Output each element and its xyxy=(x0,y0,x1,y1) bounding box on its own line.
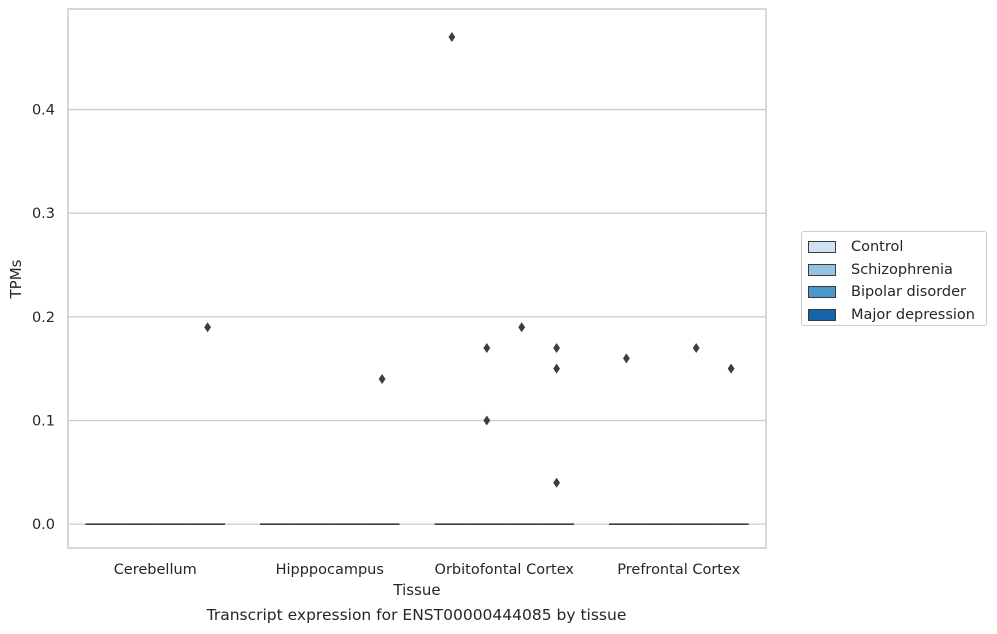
legend: Control Schizophrenia Bipolar disorder Majo… xyxy=(801,231,987,326)
x-tick-label: Cerebellum xyxy=(114,562,197,578)
y-tick-label: 0.2 xyxy=(32,310,55,326)
grid-lines xyxy=(68,108,766,525)
legend-label: Bipolar disorder xyxy=(851,284,966,301)
legend-swatch xyxy=(808,308,836,321)
outlier-point xyxy=(553,342,560,353)
legend-swatch xyxy=(808,286,836,299)
outlier-point xyxy=(204,322,211,333)
x-tick-label: Prefrontal Cortex xyxy=(617,562,740,578)
x-tick-label: Orbitofontal Cortex xyxy=(435,562,575,578)
y-tick-label: 0.0 xyxy=(32,517,55,533)
chart-caption: Transcript expression for ENST0000044408… xyxy=(206,606,627,624)
x-axis-label: Tissue xyxy=(392,581,440,599)
plot-frame xyxy=(67,8,767,549)
legend-item: Major depression xyxy=(808,304,986,327)
outlier-point xyxy=(483,415,491,426)
x-tick-label: Hipppocampus xyxy=(276,562,384,578)
y-axis-ticks: 0.0 0.1 0.2 0.3 0.4 xyxy=(32,103,55,534)
legend-swatch xyxy=(808,241,836,254)
outlier-point xyxy=(553,477,560,488)
y-axis-label: TPMs xyxy=(7,259,25,299)
outlier-point xyxy=(692,342,700,353)
outlier-point xyxy=(378,374,386,385)
legend-item: Control xyxy=(808,236,986,259)
legend-label: Schizophrenia xyxy=(851,261,953,278)
outlier-point xyxy=(553,363,560,374)
outlier-point xyxy=(518,322,526,333)
legend-item: Schizophrenia xyxy=(808,259,986,282)
y-tick-label: 0.4 xyxy=(32,103,55,119)
legend-item: Bipolar disorder xyxy=(808,281,986,304)
outlier-point xyxy=(623,353,630,364)
y-tick-label: 0.3 xyxy=(32,206,55,222)
outlier-group xyxy=(204,31,735,488)
outlier-point xyxy=(483,342,491,353)
legend-swatch xyxy=(808,263,836,276)
legend-label: Major depression xyxy=(851,306,975,323)
legend-label: Control xyxy=(851,239,904,256)
x-axis-ticks: Cerebellum Hipppocampus Orbitofontal Corte… xyxy=(114,562,741,578)
y-tick-label: 0.1 xyxy=(32,414,55,430)
outlier-point xyxy=(727,363,735,374)
outlier-point xyxy=(448,31,456,42)
